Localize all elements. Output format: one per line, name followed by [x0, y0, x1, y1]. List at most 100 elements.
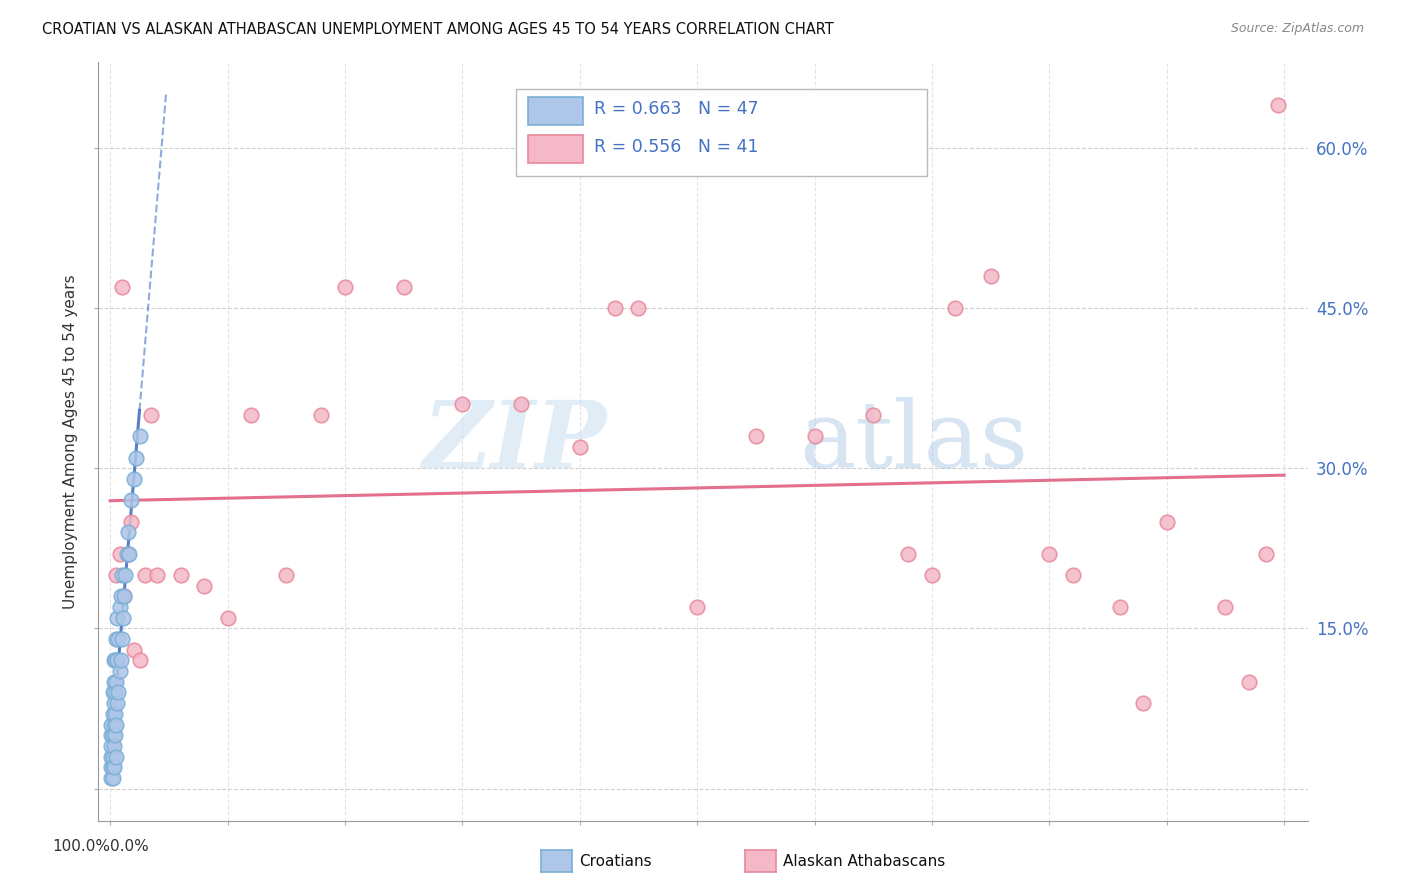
- Point: [107, 632, 129, 646]
- FancyBboxPatch shape: [516, 89, 927, 177]
- Point: [510, 397, 533, 411]
- Text: 0.0%: 0.0%: [110, 839, 149, 855]
- Point: [392, 279, 415, 293]
- Point: [120, 515, 142, 529]
- Point: [128, 429, 150, 443]
- Point: [100, 771, 122, 785]
- Point: [117, 525, 139, 540]
- Point: [897, 547, 920, 561]
- Point: [745, 429, 768, 443]
- Text: Alaskan Athabascans: Alaskan Athabascans: [783, 855, 945, 869]
- Point: [101, 771, 124, 785]
- Point: [101, 685, 124, 699]
- Point: [100, 717, 122, 731]
- Point: [100, 749, 122, 764]
- Point: [112, 590, 135, 604]
- FancyBboxPatch shape: [527, 136, 583, 162]
- Point: [193, 579, 215, 593]
- Point: [100, 739, 122, 753]
- Point: [333, 279, 356, 293]
- Point: [112, 611, 135, 625]
- Point: [100, 728, 122, 742]
- Point: [921, 568, 943, 582]
- Point: [108, 547, 131, 561]
- Point: [105, 653, 128, 667]
- Text: R = 0.663   N = 47: R = 0.663 N = 47: [595, 101, 759, 119]
- Point: [115, 547, 138, 561]
- Point: [103, 760, 125, 774]
- Point: [105, 749, 128, 764]
- Point: [107, 685, 129, 699]
- Point: [276, 568, 298, 582]
- Text: ZIP: ZIP: [422, 397, 606, 486]
- Point: [101, 760, 124, 774]
- Point: [105, 611, 128, 625]
- Text: R = 0.556   N = 41: R = 0.556 N = 41: [595, 138, 759, 156]
- Point: [128, 653, 150, 667]
- Point: [112, 590, 135, 604]
- Y-axis label: Unemployment Among Ages 45 to 54 years: Unemployment Among Ages 45 to 54 years: [63, 274, 79, 609]
- Point: [945, 301, 967, 315]
- Point: [110, 653, 132, 667]
- Point: [101, 749, 124, 764]
- Point: [114, 568, 136, 582]
- Point: [1108, 600, 1130, 615]
- Point: [1256, 547, 1278, 561]
- Point: [101, 706, 124, 721]
- Point: [803, 429, 825, 443]
- Point: [108, 600, 131, 615]
- Point: [103, 717, 125, 731]
- Point: [103, 674, 125, 689]
- Point: [111, 568, 134, 582]
- Point: [134, 568, 156, 582]
- Point: [122, 642, 145, 657]
- Point: [105, 696, 128, 710]
- Point: [108, 664, 131, 678]
- Point: [980, 268, 1002, 283]
- Point: [111, 632, 134, 646]
- Point: [105, 632, 128, 646]
- Point: [103, 696, 125, 710]
- Point: [105, 674, 128, 689]
- Point: [1038, 547, 1060, 561]
- Point: [104, 706, 127, 721]
- Text: 100.0%: 100.0%: [52, 839, 110, 855]
- Point: [117, 547, 139, 561]
- Point: [146, 568, 169, 582]
- Point: [125, 450, 148, 465]
- Point: [862, 408, 884, 422]
- Point: [111, 279, 134, 293]
- Text: atlas: atlas: [800, 397, 1029, 486]
- Point: [1267, 98, 1289, 112]
- Point: [451, 397, 474, 411]
- Point: [568, 440, 591, 454]
- Point: [627, 301, 650, 315]
- Point: [105, 568, 128, 582]
- Text: CROATIAN VS ALASKAN ATHABASCAN UNEMPLOYMENT AMONG AGES 45 TO 54 YEARS CORRELATIO: CROATIAN VS ALASKAN ATHABASCAN UNEMPLOYM…: [42, 22, 834, 37]
- Point: [110, 590, 132, 604]
- Point: [1062, 568, 1084, 582]
- Point: [118, 547, 141, 561]
- Point: [100, 760, 122, 774]
- Point: [686, 600, 709, 615]
- Point: [311, 408, 333, 422]
- Point: [217, 611, 239, 625]
- Point: [103, 739, 125, 753]
- Point: [104, 685, 127, 699]
- Point: [1156, 515, 1178, 529]
- Point: [101, 728, 124, 742]
- FancyBboxPatch shape: [527, 97, 583, 125]
- Point: [240, 408, 263, 422]
- Point: [122, 472, 145, 486]
- Point: [1237, 674, 1260, 689]
- Point: [103, 653, 125, 667]
- Point: [141, 408, 163, 422]
- Point: [603, 301, 626, 315]
- Text: Croatians: Croatians: [579, 855, 652, 869]
- Text: Source: ZipAtlas.com: Source: ZipAtlas.com: [1230, 22, 1364, 36]
- Point: [104, 653, 127, 667]
- Point: [104, 728, 127, 742]
- Point: [1215, 600, 1237, 615]
- Point: [120, 493, 142, 508]
- Point: [1132, 696, 1154, 710]
